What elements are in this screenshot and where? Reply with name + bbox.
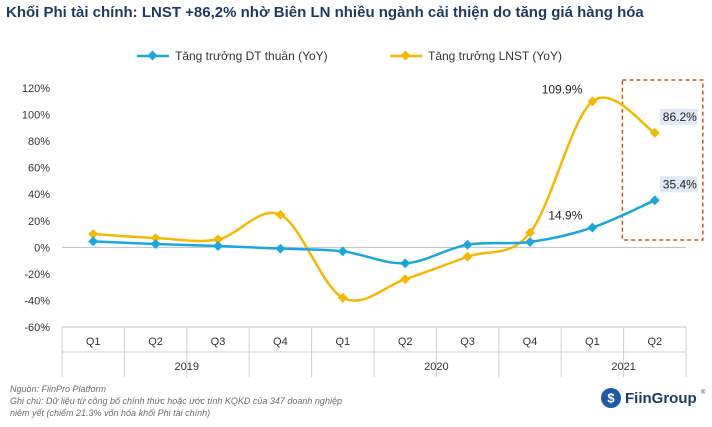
svg-text:FiinGroup: FiinGroup	[625, 390, 697, 407]
data-point-s2-2	[150, 233, 161, 243]
y-tick-label: 100%	[22, 110, 50, 122]
highlight-box	[621, 79, 704, 241]
source-note: Nguồn: FiinPro Platform	[10, 384, 107, 394]
data-point-s2-1	[88, 229, 99, 240]
data-label-bg	[659, 176, 698, 193]
series-line-2	[93, 96, 656, 302]
y-tick-label: 60%	[28, 163, 50, 175]
fiingroup-logo: $ FiinGroup ®	[601, 388, 706, 408]
x-tick-label: Q1	[335, 336, 350, 348]
year-group-label: 2021	[611, 361, 635, 373]
x-tick-label: Q4	[523, 336, 538, 348]
y-tick-label: 0%	[34, 242, 50, 254]
x-tick-label: Q1	[86, 336, 101, 348]
data-point-s1-4	[275, 243, 286, 254]
data-point-s2-3	[213, 234, 223, 245]
data-label: 86.2%	[663, 110, 697, 124]
footnote-line-1: Ghi chú: Dữ liệu từ công bố chính thức h…	[10, 396, 342, 406]
series-line-1	[93, 199, 656, 265]
data-point-s1-6	[400, 258, 411, 269]
chart: Tăng trưởng DT thuần (YoY) Tăng trưởng LN…	[22, 49, 704, 377]
data-point-s1-10	[649, 195, 660, 206]
data-point-s2-6	[400, 274, 411, 285]
chart-title: Khối Phi tài chính: LNST +86,2% nhờ Biên…	[6, 4, 644, 21]
data-point-s2-10	[649, 127, 660, 138]
axes: 120% 100% 80% 60% 40% 20% 0% -20% -40% -60% Q1 Q2 Q3…	[22, 83, 687, 377]
data-label: 14.9%	[548, 209, 582, 223]
series-lines	[93, 96, 656, 302]
legend-marker-2	[400, 50, 411, 61]
legend: Tăng trưởng DT thuần (YoY) Tăng trưởng LN…	[137, 49, 562, 63]
x-tick-label: Q3	[211, 336, 226, 348]
data-labels: 14.9% 35.4% 109.9% 86.2%	[542, 82, 698, 223]
y-tick-label: -40%	[24, 295, 50, 307]
footnote-line-2: niêm yết (chiếm 21.3% vốn hóa khối Phi t…	[10, 408, 211, 418]
svg-text:®: ®	[701, 389, 706, 396]
data-point-s1-5	[337, 246, 348, 257]
data-label: 35.4%	[663, 177, 697, 191]
data-point-s2-5	[337, 292, 348, 303]
year-group-label: 2019	[175, 361, 199, 373]
legend-label-2: Tăng trưởng LNST (YoY)	[428, 49, 562, 63]
svg-text:$: $	[607, 391, 615, 406]
data-point-s2-7	[462, 251, 473, 262]
x-tick-label: Q2	[398, 336, 413, 348]
y-tick-label: 20%	[28, 216, 50, 228]
x-tick-label: Q2	[148, 336, 163, 348]
data-point-s1-3	[213, 241, 223, 251]
series-markers	[88, 96, 660, 303]
legend-marker-1	[147, 50, 158, 61]
y-tick-label: 120%	[22, 83, 50, 95]
data-point-s1-2	[150, 239, 161, 249]
data-point-s1-7	[462, 239, 473, 250]
y-tick-label: -60%	[24, 322, 50, 334]
year-group-label: 2020	[424, 361, 448, 373]
highlight-box-2021	[621, 79, 704, 241]
data-point-s2-9	[587, 96, 598, 107]
data-point-s1-9	[587, 222, 598, 233]
data-label-bg	[659, 108, 698, 125]
x-tick-label: Q4	[273, 336, 288, 348]
y-tick-label: -20%	[24, 269, 50, 281]
data-point-s1-8	[525, 237, 535, 247]
x-tick-label: Q3	[460, 336, 475, 348]
x-tick-label: Q1	[585, 336, 600, 348]
y-tick-label: 40%	[28, 189, 50, 201]
data-point-s2-8	[525, 227, 535, 238]
data-point-s1-1	[88, 236, 99, 247]
legend-label-1: Tăng trưởng DT thuần (YoY)	[175, 49, 328, 63]
data-label: 109.9%	[542, 82, 583, 96]
data-point-s2-4	[275, 209, 286, 220]
y-tick-label: 80%	[28, 136, 50, 148]
x-tick-label: Q2	[647, 336, 662, 348]
